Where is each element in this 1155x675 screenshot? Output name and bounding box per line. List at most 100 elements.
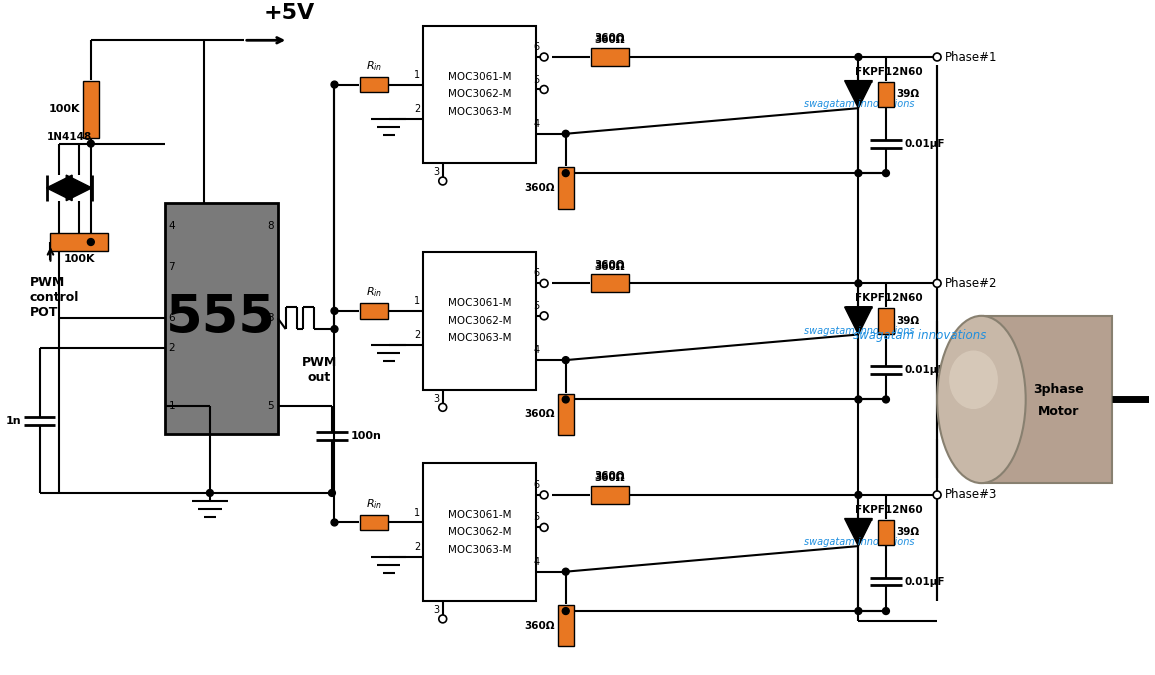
Circle shape — [541, 279, 547, 288]
FancyBboxPatch shape — [83, 80, 98, 138]
Text: 7: 7 — [169, 263, 176, 273]
Text: 0.01μF: 0.01μF — [904, 138, 945, 148]
Circle shape — [562, 608, 569, 614]
Text: 3: 3 — [433, 605, 440, 615]
FancyBboxPatch shape — [423, 26, 536, 163]
Circle shape — [331, 81, 338, 88]
Text: PWM
out: PWM out — [301, 356, 337, 383]
Text: 6: 6 — [534, 480, 539, 490]
Text: swagatam innovations: swagatam innovations — [804, 325, 915, 335]
Text: FKPF12N60: FKPF12N60 — [856, 505, 923, 515]
FancyBboxPatch shape — [165, 202, 278, 434]
Text: FKPF12N60: FKPF12N60 — [856, 67, 923, 77]
Text: 3phase: 3phase — [1033, 383, 1083, 396]
Text: 39Ω: 39Ω — [896, 316, 919, 326]
Text: 1: 1 — [413, 70, 420, 80]
Circle shape — [933, 53, 941, 61]
Text: Motor: Motor — [1037, 405, 1079, 418]
Text: 4: 4 — [169, 221, 176, 231]
Text: Phase#1: Phase#1 — [945, 51, 998, 63]
Circle shape — [933, 279, 941, 288]
Circle shape — [541, 491, 547, 499]
FancyBboxPatch shape — [591, 486, 628, 504]
Circle shape — [562, 568, 569, 575]
Text: 360Ω: 360Ω — [524, 621, 554, 631]
Text: 100K: 100K — [49, 104, 80, 114]
Ellipse shape — [937, 316, 1026, 483]
Text: 360Ω: 360Ω — [595, 261, 625, 271]
Circle shape — [331, 307, 338, 315]
Circle shape — [882, 396, 889, 403]
Text: 555: 555 — [166, 292, 276, 344]
Text: $R_{in}$: $R_{in}$ — [366, 497, 382, 511]
Text: 360Ω: 360Ω — [524, 409, 554, 419]
FancyBboxPatch shape — [423, 252, 536, 389]
Circle shape — [541, 312, 547, 320]
Text: swagatam innovations: swagatam innovations — [854, 329, 986, 342]
Ellipse shape — [949, 350, 998, 409]
Polygon shape — [844, 80, 872, 108]
Text: 3: 3 — [267, 313, 274, 323]
Circle shape — [855, 280, 862, 287]
Text: MOC3063-M: MOC3063-M — [448, 333, 512, 344]
Circle shape — [562, 396, 569, 403]
Text: 5: 5 — [534, 512, 539, 522]
Circle shape — [541, 86, 547, 93]
Text: $R_{in}$: $R_{in}$ — [366, 286, 382, 299]
Text: 360Ω: 360Ω — [595, 35, 625, 45]
FancyBboxPatch shape — [591, 48, 628, 66]
Text: swagatam innovations: swagatam innovations — [804, 537, 915, 547]
Text: +5V: +5V — [263, 3, 315, 22]
Text: MOC3062-M: MOC3062-M — [448, 89, 512, 99]
FancyBboxPatch shape — [558, 394, 574, 435]
Polygon shape — [844, 307, 872, 335]
Circle shape — [328, 489, 335, 496]
Circle shape — [88, 140, 95, 147]
Text: 8: 8 — [267, 221, 274, 231]
Text: Phase#3: Phase#3 — [945, 489, 998, 502]
Text: 39Ω: 39Ω — [896, 89, 919, 99]
Circle shape — [331, 519, 338, 526]
Text: 1n: 1n — [6, 416, 21, 426]
Text: 2: 2 — [413, 542, 420, 552]
FancyBboxPatch shape — [878, 82, 894, 107]
Text: 6: 6 — [169, 313, 176, 323]
Text: 4: 4 — [534, 557, 539, 567]
Text: 2: 2 — [413, 331, 420, 340]
Text: MOC3061-M: MOC3061-M — [448, 510, 512, 520]
Text: Phase#2: Phase#2 — [945, 277, 998, 290]
Text: 100K: 100K — [64, 254, 95, 264]
Circle shape — [562, 169, 569, 177]
Text: 1N4148: 1N4148 — [46, 132, 91, 142]
Polygon shape — [844, 518, 872, 546]
FancyBboxPatch shape — [360, 514, 388, 531]
Text: 6: 6 — [534, 42, 539, 52]
Circle shape — [855, 396, 862, 403]
Circle shape — [541, 53, 547, 61]
Circle shape — [439, 404, 447, 411]
Text: 360Ω: 360Ω — [524, 183, 554, 193]
Circle shape — [439, 177, 447, 185]
Circle shape — [439, 615, 447, 623]
FancyBboxPatch shape — [423, 464, 536, 601]
Text: 0.01μF: 0.01μF — [904, 365, 945, 375]
FancyBboxPatch shape — [360, 77, 388, 92]
Text: 4: 4 — [534, 119, 539, 129]
Text: MOC3061-M: MOC3061-M — [448, 72, 512, 82]
FancyBboxPatch shape — [51, 233, 107, 251]
Text: 2: 2 — [169, 344, 176, 353]
Text: FKPF12N60: FKPF12N60 — [856, 293, 923, 303]
FancyBboxPatch shape — [360, 303, 388, 319]
Text: 360Ω: 360Ω — [595, 33, 625, 43]
Circle shape — [933, 491, 941, 499]
Circle shape — [562, 356, 569, 364]
Polygon shape — [66, 175, 91, 200]
Text: swagatam innovations: swagatam innovations — [804, 99, 915, 109]
Text: 360Ω: 360Ω — [595, 471, 625, 481]
Circle shape — [562, 130, 569, 137]
Text: 0.01μF: 0.01μF — [904, 576, 945, 587]
Circle shape — [855, 491, 862, 498]
Text: 3: 3 — [433, 394, 440, 404]
Text: 3: 3 — [433, 167, 440, 178]
Text: 360Ω: 360Ω — [595, 260, 625, 269]
